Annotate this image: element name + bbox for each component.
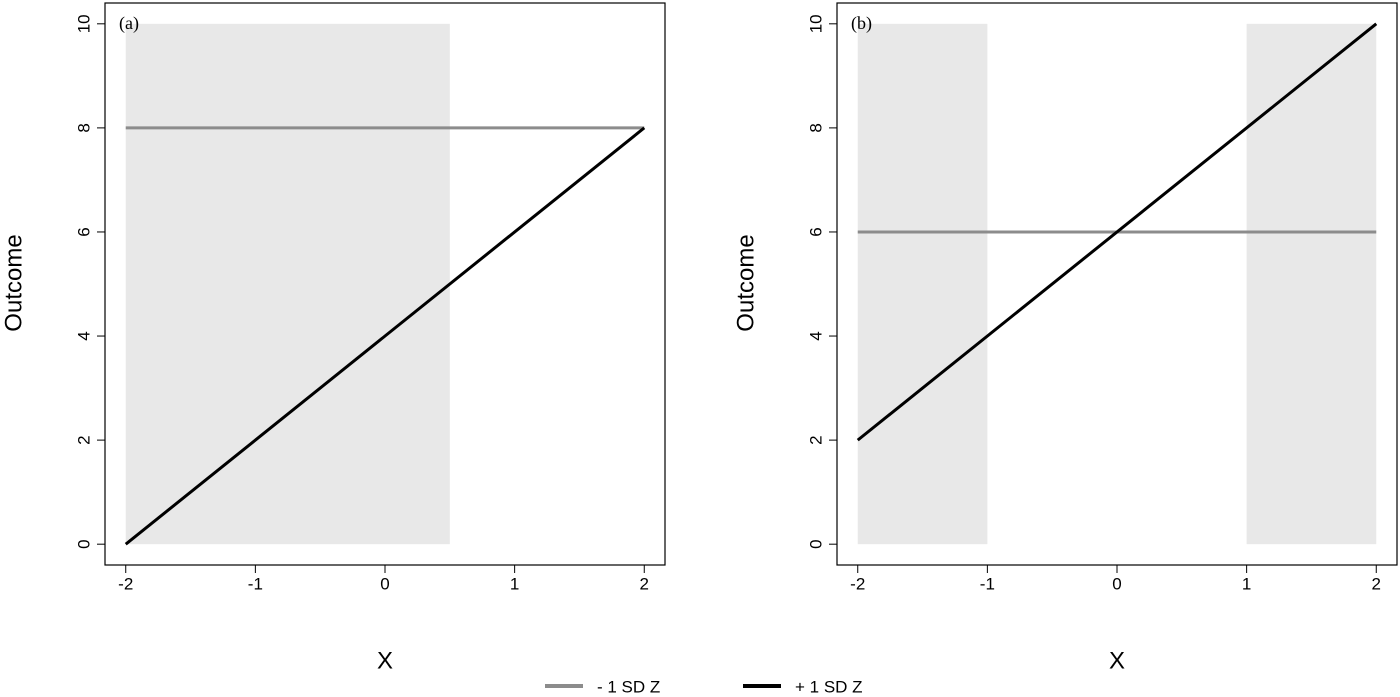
x-tick-label: 1 xyxy=(1242,574,1251,593)
panel-label: (a) xyxy=(119,13,139,34)
y-tick-label: 6 xyxy=(806,227,825,236)
x-tick-label: 2 xyxy=(640,574,649,593)
legend-label: - 1 SD Z xyxy=(597,677,660,696)
y-tick-label: 6 xyxy=(74,227,93,236)
shaded-region xyxy=(857,23,988,545)
y-tick-label: 2 xyxy=(806,435,825,444)
panel-label: (b) xyxy=(851,13,872,34)
shaded-region xyxy=(1246,23,1377,545)
x-tick-label: 1 xyxy=(510,574,519,593)
x-tick-label: -1 xyxy=(248,574,263,593)
y-tick-label: 8 xyxy=(74,123,93,132)
y-tick-label: 4 xyxy=(74,331,93,340)
x-axis-label: X xyxy=(1109,647,1125,674)
series-line xyxy=(124,126,646,546)
y-tick-label: 2 xyxy=(74,435,93,444)
x-tick-label: -1 xyxy=(980,574,995,593)
y-axis-label: Outcome xyxy=(732,234,759,331)
y-tick-label: 0 xyxy=(806,539,825,548)
y-tick-label: 10 xyxy=(806,14,825,33)
legend-label: + 1 SD Z xyxy=(795,677,863,696)
shaded-region xyxy=(125,23,450,545)
y-tick-label: 4 xyxy=(806,331,825,340)
x-axis-label: X xyxy=(377,647,393,674)
y-tick-label: 8 xyxy=(806,123,825,132)
y-tick-label: 10 xyxy=(74,14,93,33)
x-tick-label: 0 xyxy=(380,574,389,593)
x-tick-label: 0 xyxy=(1112,574,1121,593)
y-axis-label: Outcome xyxy=(0,234,27,331)
series-line xyxy=(856,22,1378,442)
x-tick-label: -2 xyxy=(850,574,865,593)
y-tick-label: 0 xyxy=(74,539,93,548)
x-tick-label: -2 xyxy=(118,574,133,593)
x-tick-label: 2 xyxy=(1372,574,1381,593)
